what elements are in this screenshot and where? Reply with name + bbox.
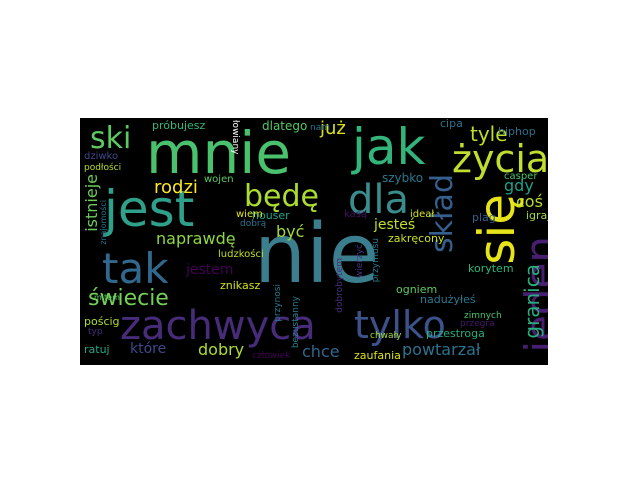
word-korytem: korytem [468, 262, 514, 275]
word-naprawde: naprawdę [156, 229, 236, 248]
word-ogniem: ogniem [396, 283, 438, 296]
word-zaufania: zaufania [354, 349, 401, 362]
word-nie: nie [254, 207, 380, 302]
word-ski: ski [90, 121, 132, 156]
word-ratuj: ratuj [84, 343, 110, 356]
word-plag: plag [472, 211, 496, 224]
word-przynosi: przynosi [273, 284, 283, 322]
word-gdy: gdy [504, 176, 534, 195]
word-istnieje: istnieje [82, 174, 101, 232]
word-dobry: dobry [198, 340, 245, 359]
word-podlosci: podłości [84, 163, 122, 173]
word-szybko: szybko [382, 171, 424, 185]
word-jest: jest [104, 180, 195, 238]
word-czlowiek: człowiek [252, 351, 291, 361]
word-lowiany: łowiany [230, 120, 240, 155]
word-ideal: ideał [410, 209, 435, 220]
word-cipa: cipa [440, 118, 463, 130]
word-dziwko: dziwko [84, 151, 119, 162]
word-wiem: wiem [236, 209, 263, 220]
word-przymusu: przymusu [371, 238, 381, 283]
word-ktore: które [130, 341, 167, 357]
word-przegra: przegra [460, 319, 495, 329]
word-wierzyc: wierzyć [355, 244, 365, 279]
word-powtarzal: powtarzał [402, 340, 481, 359]
word-jestem: jestem [186, 262, 234, 278]
word-tak: tak [102, 244, 169, 293]
word-houser: houser [252, 209, 290, 222]
word-przestroga: przestroga [426, 327, 485, 340]
word-chce: chce [302, 342, 340, 361]
word-zakrecony: zakręcony [388, 232, 445, 245]
word-poscig: pościg [84, 315, 120, 328]
word-byc: być [276, 222, 305, 241]
word-bede: będę [244, 179, 319, 214]
word-dlatego: dlatego [262, 119, 308, 133]
word-sie: się [468, 194, 526, 265]
word-mnie: mnie [146, 119, 292, 187]
word-hiphop: hiphop [498, 125, 536, 138]
word-zimnych: zimnych [464, 311, 502, 321]
word-tylko: tylko [354, 303, 446, 347]
word-znajomosci: znajomości [99, 200, 108, 245]
word-zachwyca: zachwyca [120, 303, 316, 349]
word-nam: nam [310, 123, 330, 133]
word-granica: granica [520, 264, 544, 339]
word-dobra: dobrą [240, 219, 267, 229]
word-dobrobytem: dobrobytem [335, 258, 345, 313]
word-igraj: igraj [526, 209, 548, 222]
word-tyle: tyle [470, 122, 508, 146]
word-cloud: nie mnie jest jak zachwyca się życia dla… [80, 118, 548, 365]
word-znikasz: znikasz [220, 279, 261, 292]
word-cos: coś [516, 192, 543, 211]
word-chwaly: chwały [370, 331, 402, 341]
word-rodzi: rodzi [154, 177, 198, 198]
word-wojen: wojen [204, 174, 234, 185]
word-probujesz: próbujesz [152, 119, 206, 132]
word-casper: casper [504, 171, 538, 182]
word-kasa: kasą [344, 209, 368, 220]
word-naduzyles: nadużyłeś [420, 293, 476, 306]
word-swiecie: świecie [88, 286, 169, 311]
word-bezustanny: bezustanny [291, 296, 301, 349]
word-typ: typ [88, 327, 103, 337]
word-jestes: jesteś [374, 217, 416, 233]
word-juz: już [320, 118, 346, 139]
word-jak: jak [352, 118, 426, 176]
word-mitem: mitem [94, 293, 120, 302]
word-zycia: życia [452, 137, 548, 181]
word-dla: dla [348, 177, 410, 223]
word-ludzkosci: ludzkości [218, 249, 264, 260]
